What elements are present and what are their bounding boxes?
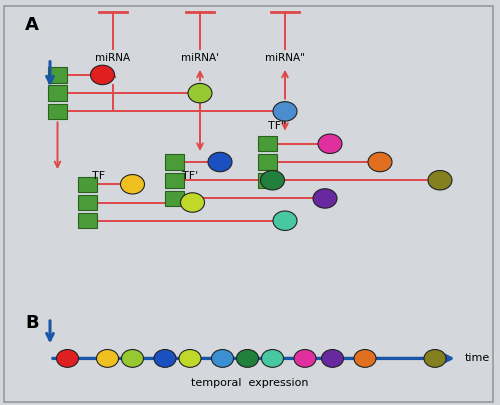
Text: time: time	[465, 354, 490, 363]
FancyBboxPatch shape	[258, 136, 277, 151]
FancyBboxPatch shape	[4, 6, 493, 402]
Text: miRNA": miRNA"	[265, 53, 305, 63]
Circle shape	[212, 350, 234, 367]
Circle shape	[56, 350, 78, 367]
FancyBboxPatch shape	[48, 104, 67, 119]
Circle shape	[260, 171, 284, 190]
FancyBboxPatch shape	[78, 195, 97, 210]
Circle shape	[90, 65, 114, 85]
Circle shape	[208, 152, 232, 172]
FancyBboxPatch shape	[166, 191, 184, 206]
FancyBboxPatch shape	[166, 173, 184, 188]
Text: A: A	[25, 16, 39, 34]
FancyBboxPatch shape	[258, 173, 277, 188]
Circle shape	[122, 350, 144, 367]
Circle shape	[262, 350, 283, 367]
Circle shape	[354, 350, 376, 367]
Text: TF: TF	[92, 171, 106, 181]
Text: temporal  expression: temporal expression	[191, 378, 309, 388]
FancyBboxPatch shape	[258, 154, 277, 170]
FancyBboxPatch shape	[48, 85, 67, 101]
FancyBboxPatch shape	[48, 67, 67, 83]
Text: TF": TF"	[268, 121, 286, 130]
Text: miRNA: miRNA	[95, 53, 130, 63]
Circle shape	[273, 211, 297, 230]
FancyBboxPatch shape	[78, 177, 97, 192]
Circle shape	[313, 189, 337, 208]
Circle shape	[368, 152, 392, 172]
Circle shape	[96, 350, 118, 367]
Circle shape	[424, 350, 446, 367]
Circle shape	[154, 350, 176, 367]
Circle shape	[294, 350, 316, 367]
Circle shape	[428, 171, 452, 190]
Circle shape	[188, 83, 212, 103]
FancyBboxPatch shape	[166, 154, 184, 170]
Circle shape	[180, 193, 204, 212]
Text: TF': TF'	[182, 171, 199, 181]
Circle shape	[120, 175, 144, 194]
Circle shape	[318, 134, 342, 153]
Circle shape	[273, 102, 297, 121]
Circle shape	[179, 350, 201, 367]
Circle shape	[322, 350, 344, 367]
Text: miRNA': miRNA'	[181, 53, 219, 63]
Text: B: B	[25, 314, 38, 332]
FancyBboxPatch shape	[78, 213, 97, 228]
Circle shape	[236, 350, 258, 367]
